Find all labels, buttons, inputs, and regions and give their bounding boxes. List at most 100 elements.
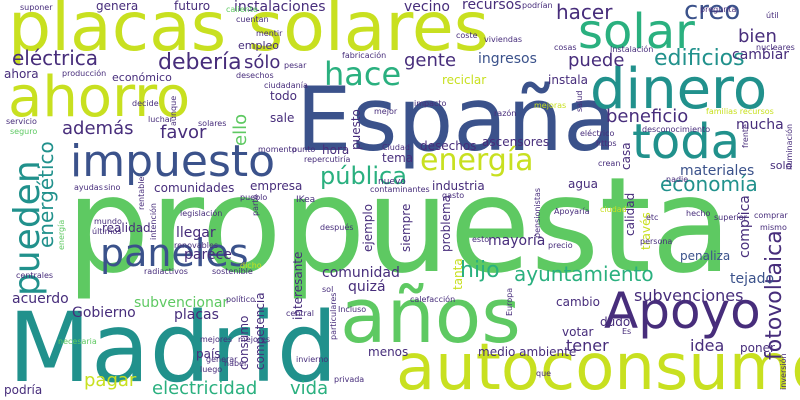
word-mayoria: mayoría (488, 233, 546, 249)
word-esto: esto (472, 235, 490, 244)
word-renovables: renovables (174, 241, 219, 250)
word-sostenible: sostenible (212, 267, 253, 276)
word-anos: años (340, 271, 521, 360)
word-dicho: dicho (240, 261, 262, 270)
word-repercutiria: repercutiría (304, 155, 351, 164)
word-economico: económico (112, 71, 172, 84)
word-bien: bien (738, 26, 777, 47)
word-central: central (286, 309, 314, 318)
word-placas-solares: placas solares (8, 0, 490, 67)
word-votar: votar (562, 325, 594, 339)
word-cambiar: cambiar (732, 47, 790, 63)
word-comunidades: comunidades (154, 181, 235, 195)
word-acuerdo: acuerdo (12, 291, 69, 307)
word-reciclar: reciclar (442, 73, 487, 87)
word-menos: menos (368, 345, 409, 359)
word-inversion: inversión (779, 353, 788, 390)
word-pais: país (196, 347, 221, 361)
word-instalaciones: instalaciones (234, 0, 326, 15)
word-penaliza: penaliza (680, 249, 731, 263)
word-creo: creo (684, 0, 741, 26)
word-luego: luego (200, 365, 223, 374)
word-deberia: debería (158, 50, 242, 75)
word-precio: precio (548, 241, 573, 250)
word-energetico: energético (34, 141, 58, 248)
word-haber: haber (224, 359, 248, 368)
word-solo-2: solo (770, 159, 793, 172)
word-gobierno: Gobierno (72, 305, 136, 321)
word-llegar: llegar (176, 225, 216, 241)
word-ahorro: ahorro (8, 65, 191, 130)
word-centrales: centrales (16, 271, 54, 280)
word-privada: privada (334, 375, 365, 384)
word-generar: generar (206, 355, 238, 364)
word-parece: parece (184, 247, 232, 263)
word-propuesta: propuesta (66, 149, 732, 303)
word-toda: toda (632, 114, 741, 170)
word-solares: solares (198, 119, 227, 128)
word-mismo: mismo (760, 223, 787, 232)
word-politico: político (226, 295, 256, 304)
word-intencion: intención (149, 202, 158, 240)
word-vida: vida (290, 378, 329, 399)
word-industria: industria (432, 179, 485, 193)
word-pagar: pagar (84, 370, 137, 391)
word-problema: problema (439, 194, 453, 252)
word-placas-2: placas (174, 307, 219, 323)
word-incluso: Incluso (338, 305, 367, 314)
word-empresa: empresa (250, 179, 303, 193)
word-competencia: competencia (253, 292, 267, 370)
word-calidad: calidad (623, 192, 637, 236)
word-gente: gente (404, 50, 457, 71)
word-impuesto: impuesto (70, 136, 276, 187)
word-siempre: siempre (399, 203, 413, 252)
word-comprar: comprar (754, 211, 788, 220)
word-mejoras: mejoras (534, 101, 567, 110)
word-salud: salud (575, 90, 584, 112)
word-tejado: tejado (730, 271, 775, 287)
word-subvencionar: subvencionar (134, 295, 229, 311)
word-pregunta: pregunta (700, 5, 737, 14)
word-viviendas: viviendas (484, 35, 523, 44)
word-produccion: producción (62, 69, 107, 78)
word-frente: frente (741, 124, 750, 148)
word-solo: sólo (244, 52, 281, 73)
word-superior: superior (714, 213, 747, 222)
word-desconocimiento: desconocimiento (642, 125, 711, 134)
word-ultimos: últimos (92, 227, 122, 236)
word-sol: sol (322, 285, 334, 294)
word-poner: poner (740, 341, 775, 355)
word-madrid: Madrid (8, 292, 338, 400)
word-ciudad: ciudad (600, 205, 627, 214)
word-decide: decide (132, 99, 159, 108)
word-tener: tener (566, 336, 609, 355)
word-rentable: rentable (137, 176, 146, 210)
word-ello: ello (230, 113, 251, 146)
word-puede: puede (568, 50, 625, 71)
word-sale: sale (270, 111, 295, 125)
word-legislacion: legislación (180, 209, 223, 218)
word-https: https (596, 139, 617, 148)
word-razon: razón (494, 109, 517, 118)
word-ascensores: ascensores (482, 135, 550, 149)
word-punto: punto (292, 145, 316, 154)
word-radiactivos: radiactivos (144, 267, 188, 276)
word-coste: coste (456, 31, 478, 40)
word-hecho: hecho (686, 209, 711, 218)
word-podria: podría (4, 383, 43, 397)
word-nuevo: nuevo (378, 177, 406, 187)
word-dinero: dinero (590, 57, 768, 122)
word-pesar: pesar (284, 61, 307, 70)
word-crean: crean (598, 159, 621, 168)
word-ciudadania: ciudadanía (264, 81, 308, 90)
word-instalacion: Instalación (610, 45, 654, 54)
word-electrico: eléctrico (580, 129, 615, 138)
word-casa: casa (619, 142, 633, 170)
word-cuentan: cuentan (236, 15, 269, 24)
word-tanta: tanta (451, 258, 465, 290)
word-puesto: puesto (349, 109, 363, 150)
word-edificios: edificios (654, 46, 745, 71)
word-electricidad: electricidad (152, 378, 258, 399)
word-ciudad-2: Ciudad (382, 143, 410, 152)
